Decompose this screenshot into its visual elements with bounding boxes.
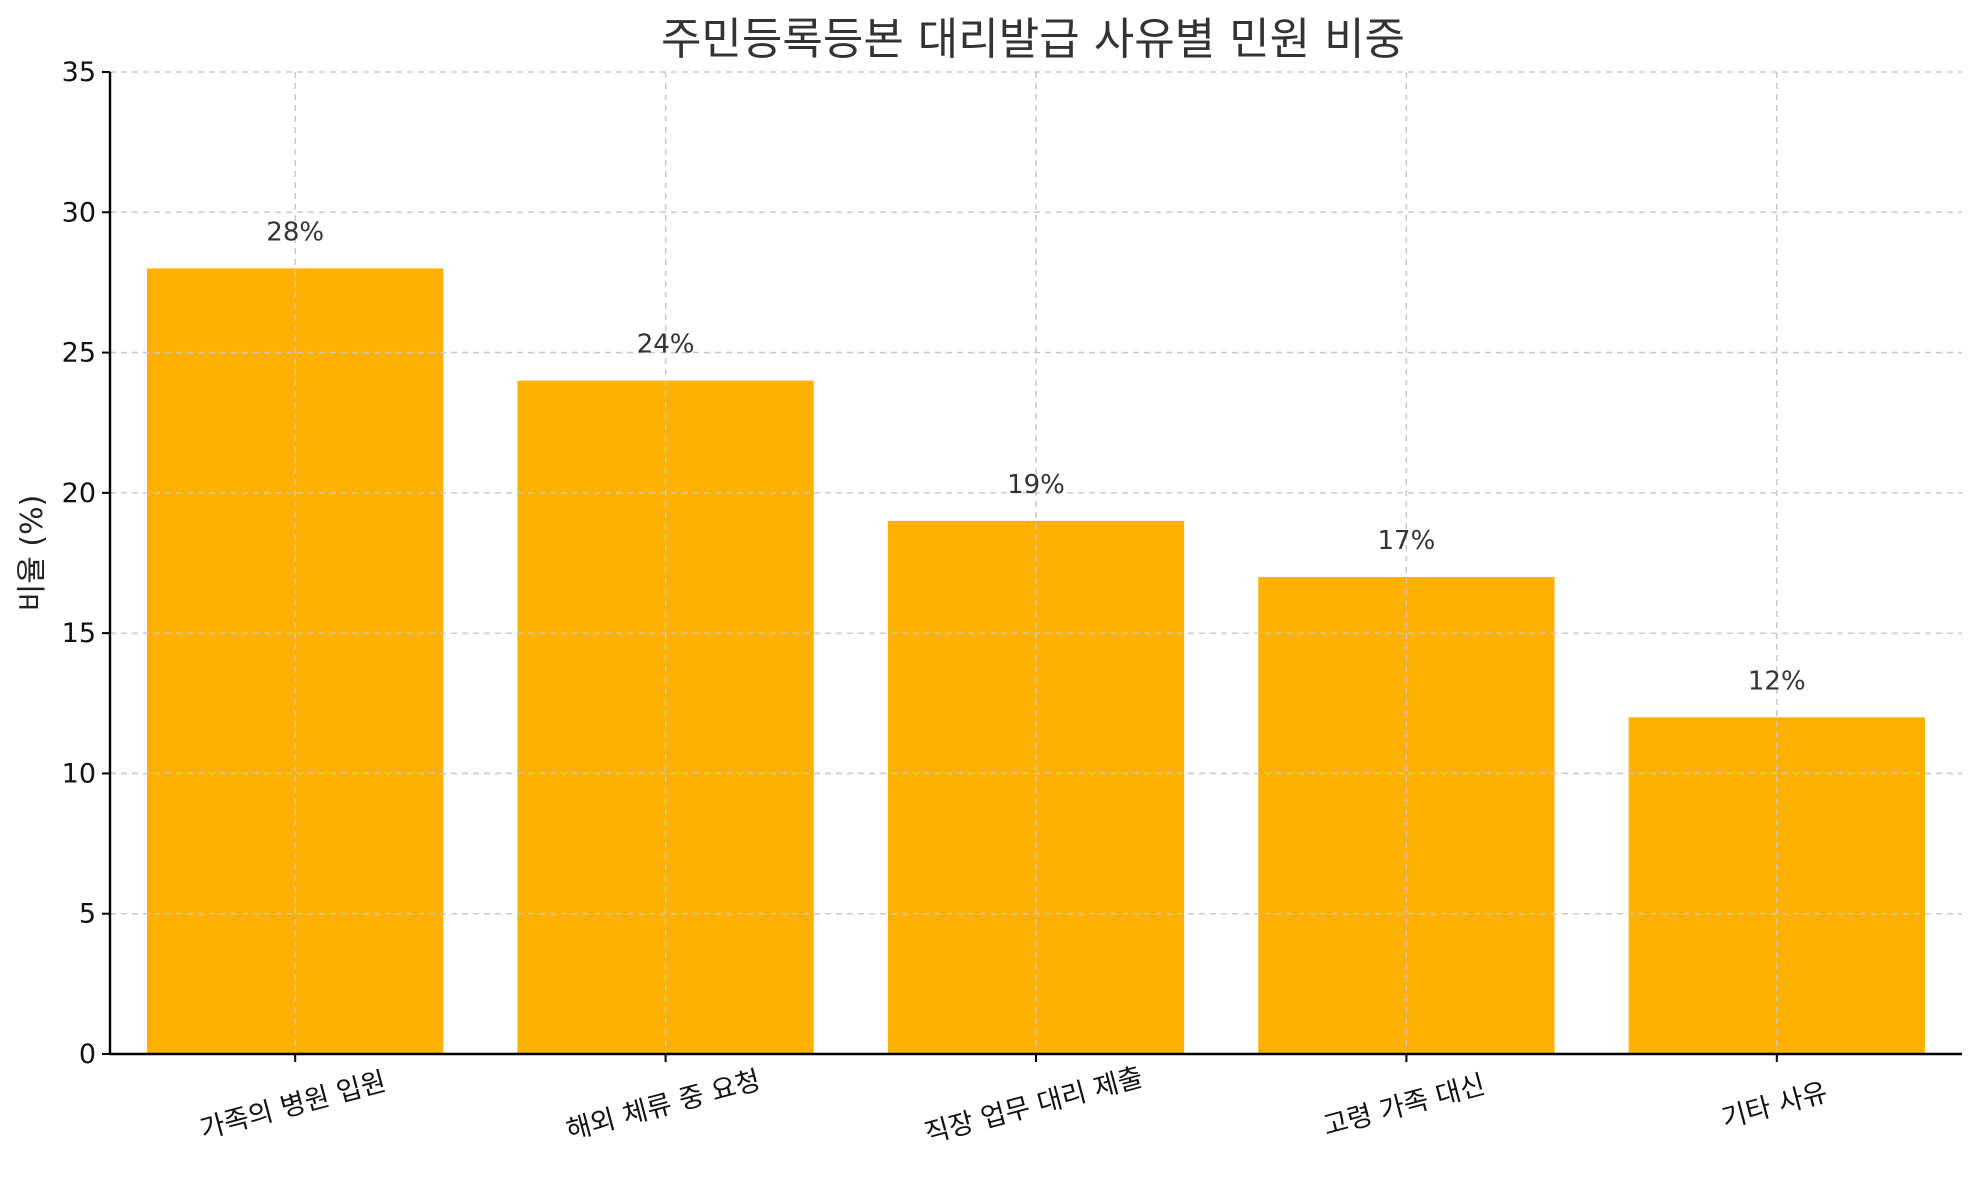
x-tick-label: 직장 업무 대리 제출 <box>921 1062 1146 1150</box>
x-tick-label: 고령 가족 대신 <box>1320 1069 1489 1142</box>
y-tick-label: 0 <box>79 1039 96 1070</box>
y-tick-label: 20 <box>62 478 96 509</box>
bar-layer <box>110 71 1962 1055</box>
y-tick-label: 10 <box>62 758 96 789</box>
data-label: 12% <box>1748 666 1806 696</box>
x-tick-label: 가족의 병원 입원 <box>197 1066 390 1145</box>
y-tick-label: 25 <box>62 338 96 369</box>
axis-layer <box>102 71 1962 1062</box>
data-label: 19% <box>1007 470 1065 500</box>
y-axis-title: 비율 (%) <box>15 495 50 612</box>
x-tick-label: 기타 사유 <box>1718 1077 1830 1135</box>
bar <box>147 268 444 1054</box>
x-tick-label: 해외 체류 중 요청 <box>563 1065 764 1147</box>
data-label: 24% <box>637 330 695 360</box>
data-label: 28% <box>266 217 324 247</box>
data-label: 17% <box>1378 526 1436 556</box>
y-tick-label: 30 <box>62 197 96 228</box>
y-tick-label: 5 <box>79 899 96 930</box>
y-tick-label: 35 <box>62 57 96 88</box>
y-tick-label: 15 <box>62 618 96 649</box>
chart-title: 주민등록등본 대리발급 사유별 민원 비중 <box>661 14 1405 65</box>
